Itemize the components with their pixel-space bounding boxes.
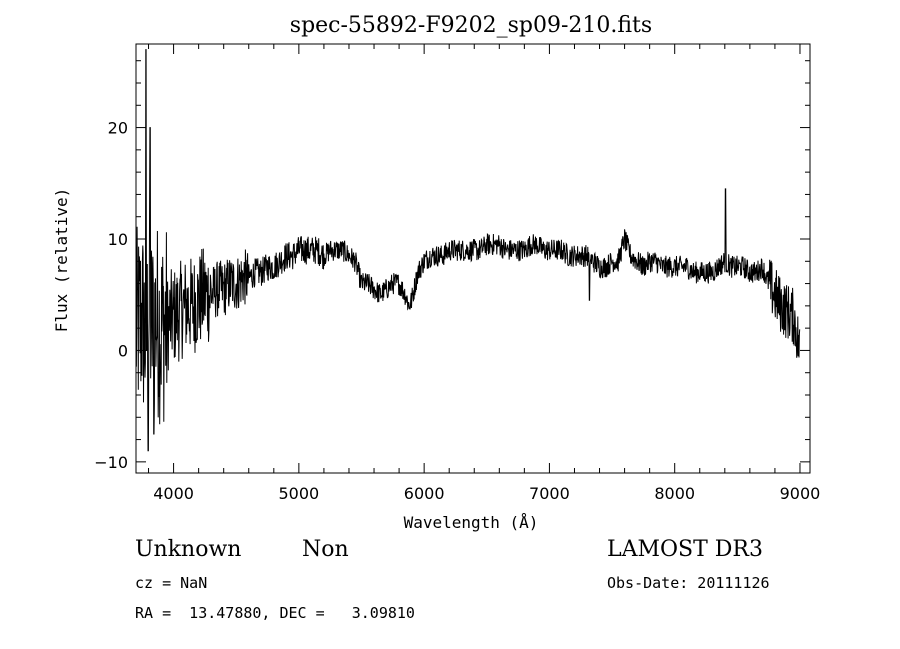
x-tick-label: 4000	[153, 484, 194, 503]
plot-frame	[135, 43, 811, 474]
object-subclass: Non	[302, 537, 349, 562]
chart-title: spec-55892-F9202_sp09-210.fits	[290, 13, 652, 38]
object-class: Unknown	[135, 537, 242, 562]
x-tick-label: 7000	[529, 484, 570, 503]
axis-tick-labels: 4000 5000 6000 7000 8000 9000 −10 0 10 20	[94, 119, 820, 503]
y-axis-label: Flux (relative)	[52, 188, 71, 333]
y-tick-label: 10	[108, 230, 128, 249]
coordinates-text: RA = 13.47880, DEC = 3.09810	[135, 604, 415, 622]
x-tick-label: 6000	[404, 484, 445, 503]
x-axis-label: Wavelength (Å)	[404, 513, 539, 532]
y-tick-label: 20	[108, 119, 128, 138]
axis-ticks	[136, 44, 810, 473]
x-tick-label: 8000	[654, 484, 695, 503]
x-tick-label: 9000	[780, 484, 821, 503]
y-tick-label: −10	[94, 453, 128, 472]
spectrum-line	[136, 49, 801, 452]
y-tick-label: 0	[118, 341, 128, 360]
obs-date-text: Obs-Date: 20111126	[607, 574, 770, 592]
x-tick-label: 5000	[279, 484, 320, 503]
survey-label: LAMOST DR3	[607, 537, 763, 562]
redshift-text: cz = NaN	[135, 574, 208, 592]
